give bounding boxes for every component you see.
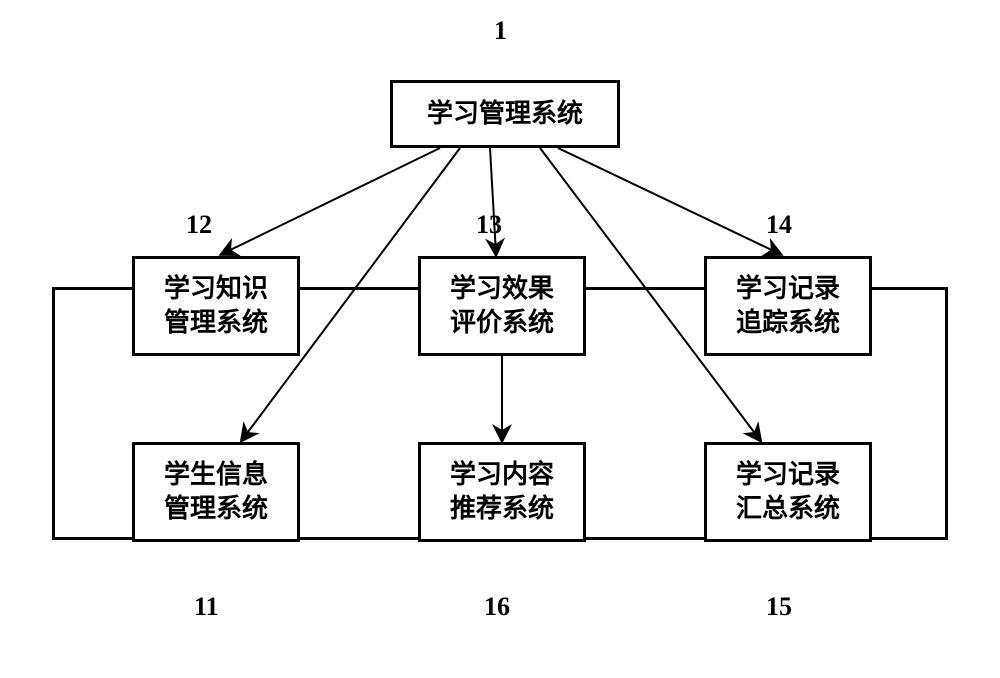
node-13: 学习效果 评价系统 xyxy=(418,256,586,356)
label-11: 11 xyxy=(194,592,219,622)
root-label: 1 xyxy=(494,16,507,46)
node-14: 学习记录 追踪系统 xyxy=(704,256,872,356)
label-15: 15 xyxy=(766,592,792,622)
label-12: 12 xyxy=(186,210,212,240)
node-12-text: 学习知识 管理系统 xyxy=(164,272,268,340)
node-11-text: 学生信息 管理系统 xyxy=(164,458,268,526)
node-16: 学习内容 推荐系统 xyxy=(418,442,586,542)
node-11: 学生信息 管理系统 xyxy=(132,442,300,542)
node-16-text: 学习内容 推荐系统 xyxy=(450,458,554,526)
label-14: 14 xyxy=(766,210,792,240)
label-13: 13 xyxy=(476,210,502,240)
root-node-text: 学习管理系统 xyxy=(427,97,583,131)
node-15-text: 学习记录 汇总系统 xyxy=(736,458,840,526)
root-node: 学习管理系统 xyxy=(390,80,620,148)
node-13-text: 学习效果 评价系统 xyxy=(450,272,554,340)
node-14-text: 学习记录 追踪系统 xyxy=(736,272,840,340)
node-12: 学习知识 管理系统 xyxy=(132,256,300,356)
node-15: 学习记录 汇总系统 xyxy=(704,442,872,542)
label-16: 16 xyxy=(484,592,510,622)
